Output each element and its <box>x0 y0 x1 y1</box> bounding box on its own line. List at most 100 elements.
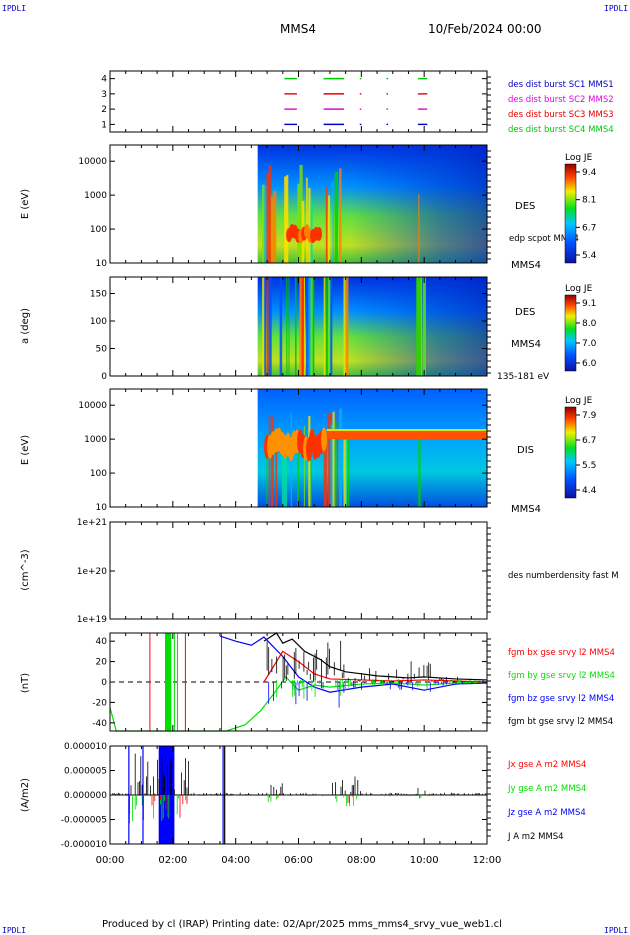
des-pitch-spectrogram-stripe <box>266 277 269 376</box>
dis-energy-spectrogram-stripe <box>323 438 328 507</box>
dis-energy-spectrogram-stripe <box>418 440 421 507</box>
des-energy-spectrogram-stripe <box>339 168 342 263</box>
des-pitch-spectrogram-stripe <box>262 277 265 376</box>
des-energy-spectrogram-stripe <box>325 186 328 263</box>
corner-label-top-left: IPDLI <box>2 4 27 13</box>
density-panel-frame-minor-ticks <box>125 522 491 619</box>
current-y-label: -0.000010 <box>61 840 107 850</box>
fgm-series-3 <box>109 675 488 732</box>
des-pitch-spectrogram-stripe <box>330 277 333 376</box>
dis-energy-colorbar <box>564 406 577 499</box>
des-energy-panel-frame-minor-ticks <box>125 145 491 263</box>
dis-energy-y-label: 10000 <box>78 401 107 411</box>
density-legend: des numberdensity fast M <box>508 571 619 581</box>
des-energy-spectrogram-stripe <box>299 164 303 263</box>
current-y-label: -0.000005 <box>61 816 107 826</box>
fgm-legend-4: fgm bt gse srvy l2 MMS4 <box>508 717 613 727</box>
time-axis-label: 02:00 <box>158 855 187 866</box>
des-pitch-sublabel: MMS4 <box>511 339 541 350</box>
des-energy-spectrogram-stripe <box>284 176 288 263</box>
dis-energy-spectrogram-stripe <box>268 415 271 507</box>
dis-energy-spectrogram-stripe <box>308 416 311 507</box>
des-pitch-y-label: 150 <box>90 290 107 300</box>
des-pitch-spectrogram-stripe <box>345 277 349 376</box>
density-y-label: 1e+21 <box>77 518 107 528</box>
fgm-y-label: -20 <box>92 698 107 708</box>
current-panel-frame-minor-ticks <box>125 746 491 844</box>
dis-energy-spectrogram-stripe <box>266 432 268 507</box>
density-y-label: 1e+20 <box>77 567 108 577</box>
current-jz-band <box>158 746 175 844</box>
burst-panel-frame-minor-ticks <box>125 71 491 132</box>
dis-energy-spectrogram-stripe <box>284 436 288 507</box>
dis-energy-colorbar-tick-label: 5.5 <box>582 461 596 471</box>
des-pitch-colorbar-tick-label: 7.0 <box>582 339 597 349</box>
dis-energy-colorbar-tick-label: 6.7 <box>582 436 596 446</box>
current-y-label: 0.000000 <box>64 791 107 801</box>
des-energy-y-label: 100 <box>90 225 107 235</box>
fgm-legend-2: fgm by gse srvy l2 MMS4 <box>508 671 615 681</box>
dis-energy-spectrogram-stripe <box>328 413 332 507</box>
dis-energy-spectrogram-stripe <box>339 408 343 507</box>
des-pitch-spectrogram-stripe <box>323 277 326 376</box>
des-pitch-spectrogram-stripe <box>416 277 422 376</box>
des-pitch-y-axis-label: a (deg) <box>20 308 31 344</box>
time-axis-label: 04:00 <box>221 855 250 866</box>
des-pitch-spectrogram-stripe <box>279 277 283 376</box>
scpot-label: edp scpot MMS4 <box>509 234 579 244</box>
dis-energy-spectrogram-stripe <box>347 437 350 507</box>
des-energy-spectrogram-stripe <box>270 196 275 263</box>
des-pitch-colorbar-title: Log JE <box>565 284 593 294</box>
des-pitch-energy-band: 135-181 eV <box>497 372 550 382</box>
fgm-panel-frame-minor-ticks <box>125 633 491 731</box>
des-energy-spectrogram-stripe <box>334 171 339 263</box>
dis-energy-spectrogram-stripe <box>343 439 347 507</box>
des-pitch-spectrogram-fade <box>257 277 487 376</box>
current-y-axis-label: (A/m2) <box>20 778 31 812</box>
density-y-axis-label: (cm^-3) <box>20 549 31 590</box>
des-energy-spectrogram-stripe <box>266 172 270 263</box>
burst-legend-2: des dist burst SC2 MMS2 <box>508 95 614 105</box>
des-pitch-spectrogram-stripe <box>288 277 290 376</box>
des-energy-y-axis-label: E (eV) <box>20 189 31 219</box>
density-y-label: 1e+19 <box>77 615 108 625</box>
burst-legend-3: des dist burst SC3 MMS3 <box>508 110 614 120</box>
fgm-y-label: 40 <box>96 637 108 647</box>
des-pitch-spectrogram-stripe <box>328 277 332 376</box>
des-pitch-spectrogram-stripe <box>301 277 305 376</box>
des-energy-spectrogram-stripe <box>264 185 268 263</box>
dis-energy-spectrogram-stripe <box>345 433 348 507</box>
corner-label-bottom-right: IPDLI <box>604 926 629 935</box>
date-title: 10/Feb/2024 00:00 <box>428 22 542 36</box>
dis-energy-spectrogram-stripe <box>270 416 274 507</box>
des-pitch-spectrogram-stripe <box>422 277 426 376</box>
des-pitch-colorbar-tick-label: 9.1 <box>582 299 596 309</box>
dis-energy-y-label: 1000 <box>84 435 107 445</box>
current-legend-2: Jy gse A m2 MMS4 <box>507 784 586 794</box>
burst-y-label: 3 <box>101 90 107 100</box>
dis-energy-y-label: 100 <box>90 469 107 479</box>
fgm-series-1 <box>263 632 488 681</box>
des-pitch-spectrogram-stripe <box>286 277 288 376</box>
dis-energy-spectrogram-hot-spot <box>321 427 328 452</box>
burst-y-label: 2 <box>101 105 107 115</box>
burst-legend-4: des dist burst SC4 MMS4 <box>508 125 614 135</box>
des-pitch-spectrogram-stripe <box>268 277 272 376</box>
current-legend-1: Jx gse A m2 MMS4 <box>507 760 586 770</box>
des-pitch-y-label: 50 <box>96 345 108 355</box>
burst-panel-frame <box>109 70 488 133</box>
current-y-label: 0.000005 <box>64 767 107 777</box>
des-energy-y-label: 10000 <box>78 157 107 167</box>
des-energy-spectrogram-stripe <box>273 191 277 263</box>
fgm-series-4 <box>263 650 488 683</box>
des-pitch-y-label: 100 <box>90 317 107 327</box>
dis-energy-panel-frame-minor-ticks <box>125 389 491 507</box>
des-energy-colorbar <box>564 163 577 264</box>
fgm-legend-3: fgm bz gse srvy l2 MMS4 <box>508 694 614 704</box>
corner-label-bottom-left: IPDLI <box>2 926 27 935</box>
current-legend-3: Jz gse A m2 MMS4 <box>507 808 586 818</box>
dis-energy-y-axis-label: E (eV) <box>20 435 31 465</box>
des-pitch-colorbar-tick-label: 6.0 <box>582 359 597 369</box>
des-pitch-colorbar <box>564 294 577 372</box>
